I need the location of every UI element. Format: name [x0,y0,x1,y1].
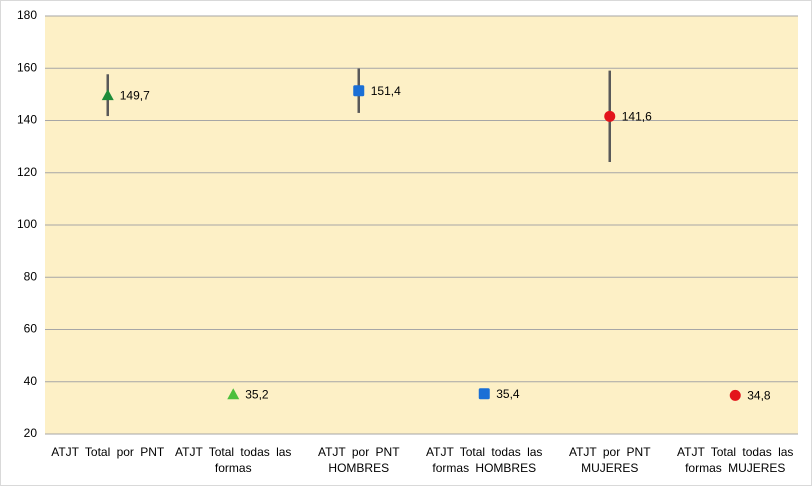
x-tick-label: ATJT Total todas las formas [175,445,292,475]
marker [478,388,490,400]
data-label: 35,2 [245,387,269,401]
marker [101,89,114,101]
data-label: 141,6 [622,109,652,123]
x-tick-label: ATJT Total todas las formas MUJERES [677,445,794,475]
y-tick-label: 80 [24,269,38,283]
data-label: 151,4 [371,84,401,98]
marker [353,85,365,97]
y-tick-label: 100 [17,217,37,231]
x-tick-label: ATJT Total todas las formas HOMBRES [426,445,543,475]
marker [604,110,616,122]
x-tick-label: ATJT Total por PNT [51,445,165,459]
y-tick-label: 120 [17,165,37,179]
y-tick-label: 180 [17,8,37,22]
y-tick-label: 60 [24,322,38,336]
y-tick-label: 40 [24,374,38,388]
data-label: 35,4 [496,387,520,401]
marker [729,389,741,401]
x-tick-label: ATJT por PNT HOMBRES [317,445,400,475]
y-tick-label: 140 [17,113,37,127]
y-tick-label: 160 [17,60,37,74]
data-label: 34,8 [747,389,771,403]
data-label: 149,7 [120,88,150,102]
x-tick-label: ATJT por PNT MUJERES [568,445,651,475]
y-tick-label: 20 [24,426,38,440]
marker [227,388,240,400]
